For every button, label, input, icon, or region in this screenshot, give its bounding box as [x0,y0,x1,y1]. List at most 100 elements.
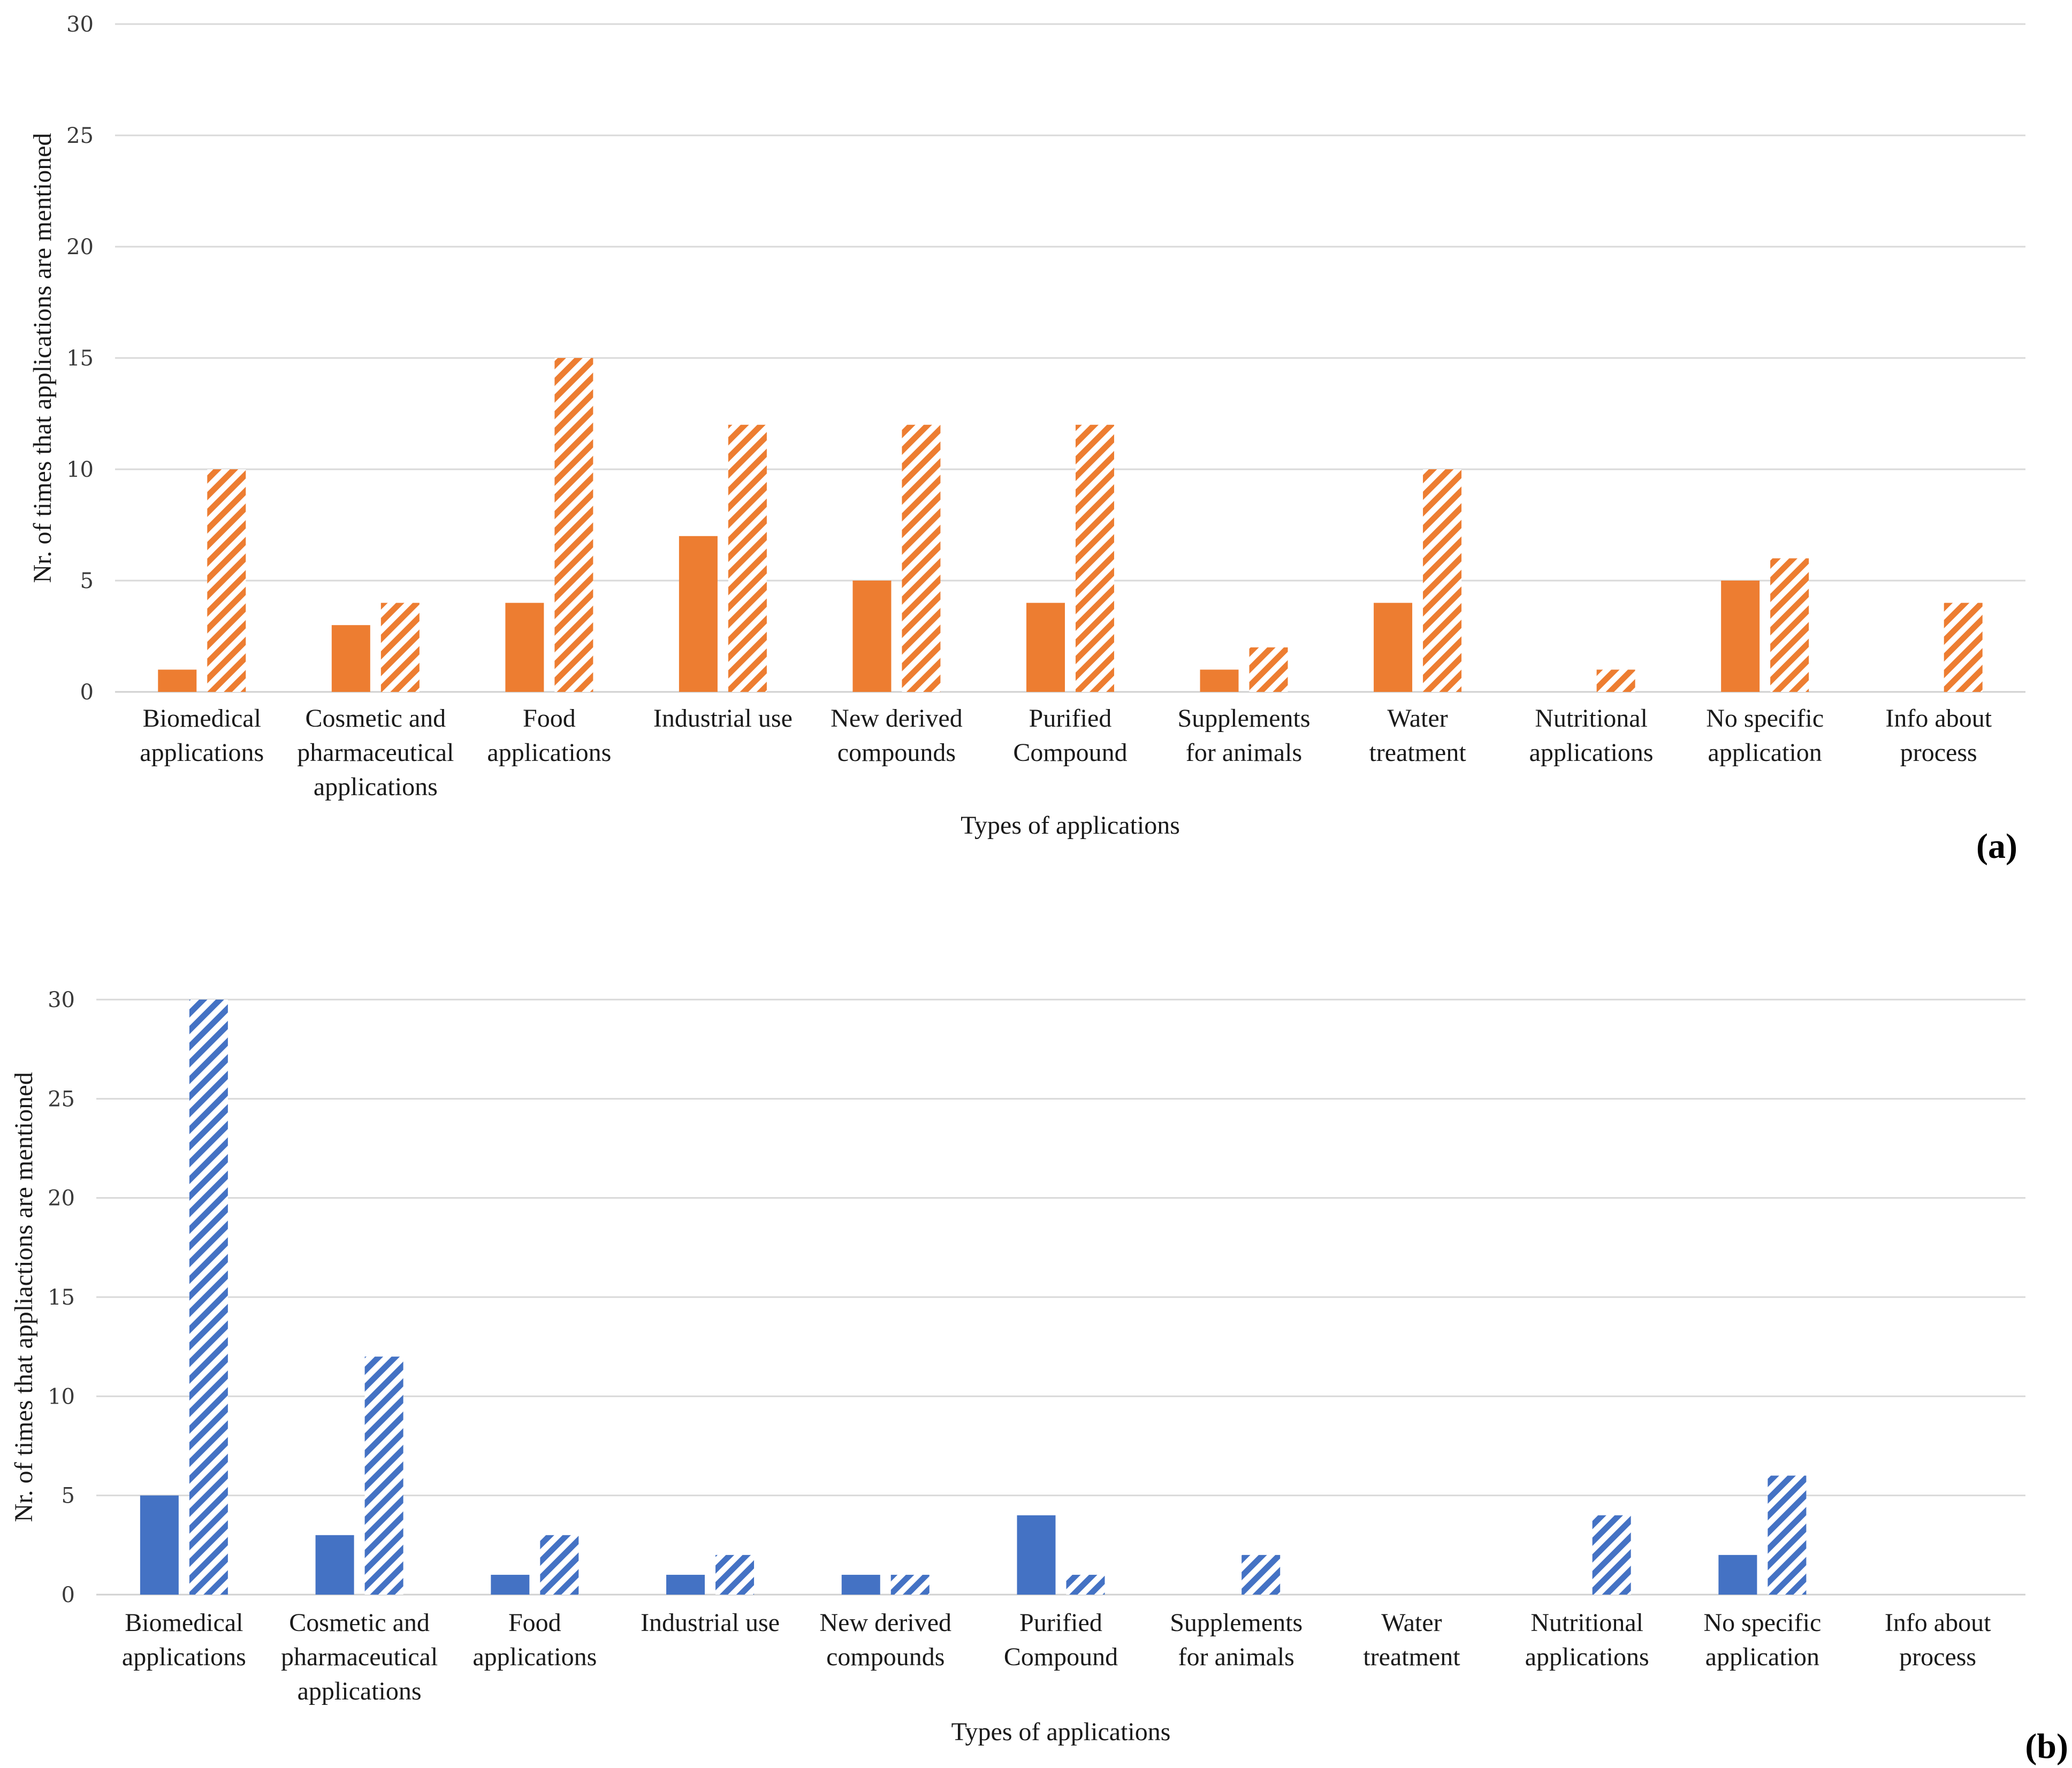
panel-b-bar-solid [1017,1515,1056,1595]
panel-a-bar-hatched [207,469,246,692]
panel-a-category-label: applications [1529,738,1654,767]
panel-b-category-label: compounds [826,1643,944,1671]
panel-b-chart: 0 5 10 15 20 25 30 Biomedical applications Cosmet… [10,988,2068,1766]
panel-b-category-label: applications [122,1643,246,1671]
panel-a-y-axis-title: Nr. of times that applications are menti… [28,133,57,583]
panel-a-category-label: Supplements [1178,704,1311,733]
panel-b-y-tick-label: 5 [62,1484,75,1508]
panel-b-y-tick-label: 10 [48,1384,75,1409]
panel-a-category-label: process [1900,738,1977,767]
panel-a-bar-solid [331,625,370,692]
panel-a-category-label: Compound [1013,738,1127,767]
panel-b-bar-solid [666,1574,705,1595]
panel-a-bar-solid [679,536,718,692]
panel-b-y-tick-label: 20 [48,1186,75,1211]
panel-b-category-label: process [1899,1643,1976,1671]
panel-a-category-label: Food [523,704,576,733]
panel-b-bar-solid [315,1535,354,1595]
panel-a-bar-hatched [728,424,767,692]
panel-b-bar-solid [1718,1554,1757,1595]
panel-b-bar-solid [841,1574,880,1595]
panel-b-x-axis-title: Types of applications [951,1718,1171,1746]
panel-b-bar-hatched [715,1554,755,1595]
panel-a-y-tick-label: 15 [66,346,94,371]
panel-b-category-label: Water [1381,1609,1442,1637]
panel-b-y-tick-label: 30 [48,988,75,1012]
panel-a-bar-hatched [902,424,941,692]
panel-a-category-label: New derived [831,704,963,733]
panel-b-bar-hatched [1241,1554,1281,1595]
panel-b-bar-hatched [189,1000,228,1595]
panel-a-category-label: applications [314,773,438,801]
panel-b-bar-hatched [1768,1475,1807,1595]
panel-b-category-label: applications [1525,1643,1649,1671]
panel-a-category-label: applications [140,738,264,767]
panel-a-bar-solid [1026,603,1065,692]
panel-a-y-tick-label: 25 [66,124,94,148]
panel-a-chart: 0 5 10 15 20 25 30 Biomedical applications Cosmet… [28,12,2025,866]
panel-b-y-tick-label: 15 [48,1285,75,1310]
panel-b-y-tick-label: 25 [48,1087,75,1111]
panel-a-label: (a) [1976,827,2017,866]
panel-a-bar-hatched [1249,647,1288,692]
panel-b-y-axis-title: Nr. of times that appliactions are menti… [10,1072,38,1522]
panel-b-category-label: Food [508,1609,561,1637]
panel-b-category-label: applications [473,1643,597,1671]
panel-b-bar-hatched [1066,1574,1105,1595]
panel-b-category-label: New derived [819,1609,951,1637]
panel-a-bar-hatched [1596,669,1635,692]
panel-a-bar-solid [1200,669,1239,692]
panel-b-category-label: application [1705,1643,1819,1671]
panel-b-bar-hatched [890,1574,930,1595]
panel-a-category-label: Industrial use [653,704,793,733]
panel-b-category-label: for animals [1178,1643,1294,1671]
panel-a-bar-hatched [380,603,420,692]
panel-a-bar-solid [158,669,197,692]
panel-a-category-label: compounds [837,738,956,767]
panel-a-category-label: Purified [1029,704,1112,733]
panel-b-category-label: treatment [1363,1643,1460,1671]
panel-b-category-label: Industrial use [641,1609,780,1637]
panel-a-category-label: Cosmetic and [306,704,446,733]
panel-a-y-tick-label: 20 [66,235,94,260]
panel-a-bar-hatched [1944,603,1983,692]
panel-a-y-tick-label: 10 [66,458,94,482]
panel-b-bar-hatched [540,1535,579,1595]
panel-a-category-label: pharmaceutical [297,738,454,767]
panel-a-bar-hatched [554,358,593,692]
panel-b-category-label: Cosmetic and [289,1609,430,1637]
panel-a-category-label: Water [1387,704,1448,733]
panel-a-category-label: application [1708,738,1822,767]
panel-a-bar-solid [852,581,892,692]
panel-a-y-tick-label: 30 [66,12,94,37]
panel-a-category-label: for animals [1186,738,1302,767]
panel-b-label: (b) [2025,1727,2068,1766]
panel-b-category-label: Purified [1019,1609,1102,1637]
panel-a-category-label: Info about [1885,704,1992,733]
panel-a-bar-hatched [1076,424,1114,692]
panel-a-bar-solid [1721,581,1760,692]
panel-b-category-label: Supplements [1170,1609,1302,1637]
panel-a-category-label: treatment [1369,738,1466,767]
panel-a-bar-solid [505,603,544,692]
panel-b-bar-hatched [364,1357,403,1595]
panel-a-category-label: Nutritional [1535,704,1648,733]
panel-a-y-tick-label: 0 [80,680,94,705]
panel-a-bar-solid [1374,603,1413,692]
panel-b-category-label: Info about [1885,1609,1991,1637]
panel-b-bar-solid [140,1495,179,1595]
panel-a-bar-hatched [1423,469,1462,692]
panel-b-category-label: Compound [1004,1643,1118,1671]
panel-a-y-tick-label: 5 [80,569,94,593]
panel-a-category-label: Biomedical [143,704,261,733]
panel-a-x-axis-title: Types of applications [961,811,1180,840]
panel-b-category-label: pharmaceutical [281,1643,438,1671]
panel-b-category-label: No specific [1703,1609,1821,1637]
panel-a-bar-hatched [1770,558,1809,692]
panel-b-category-label: applications [298,1677,422,1705]
panel-b-bar-hatched [1592,1515,1631,1595]
panel-a-category-label: applications [487,738,611,767]
panel-b-y-tick-label: 0 [62,1583,75,1607]
panel-b-category-label: Nutritional [1530,1609,1643,1637]
